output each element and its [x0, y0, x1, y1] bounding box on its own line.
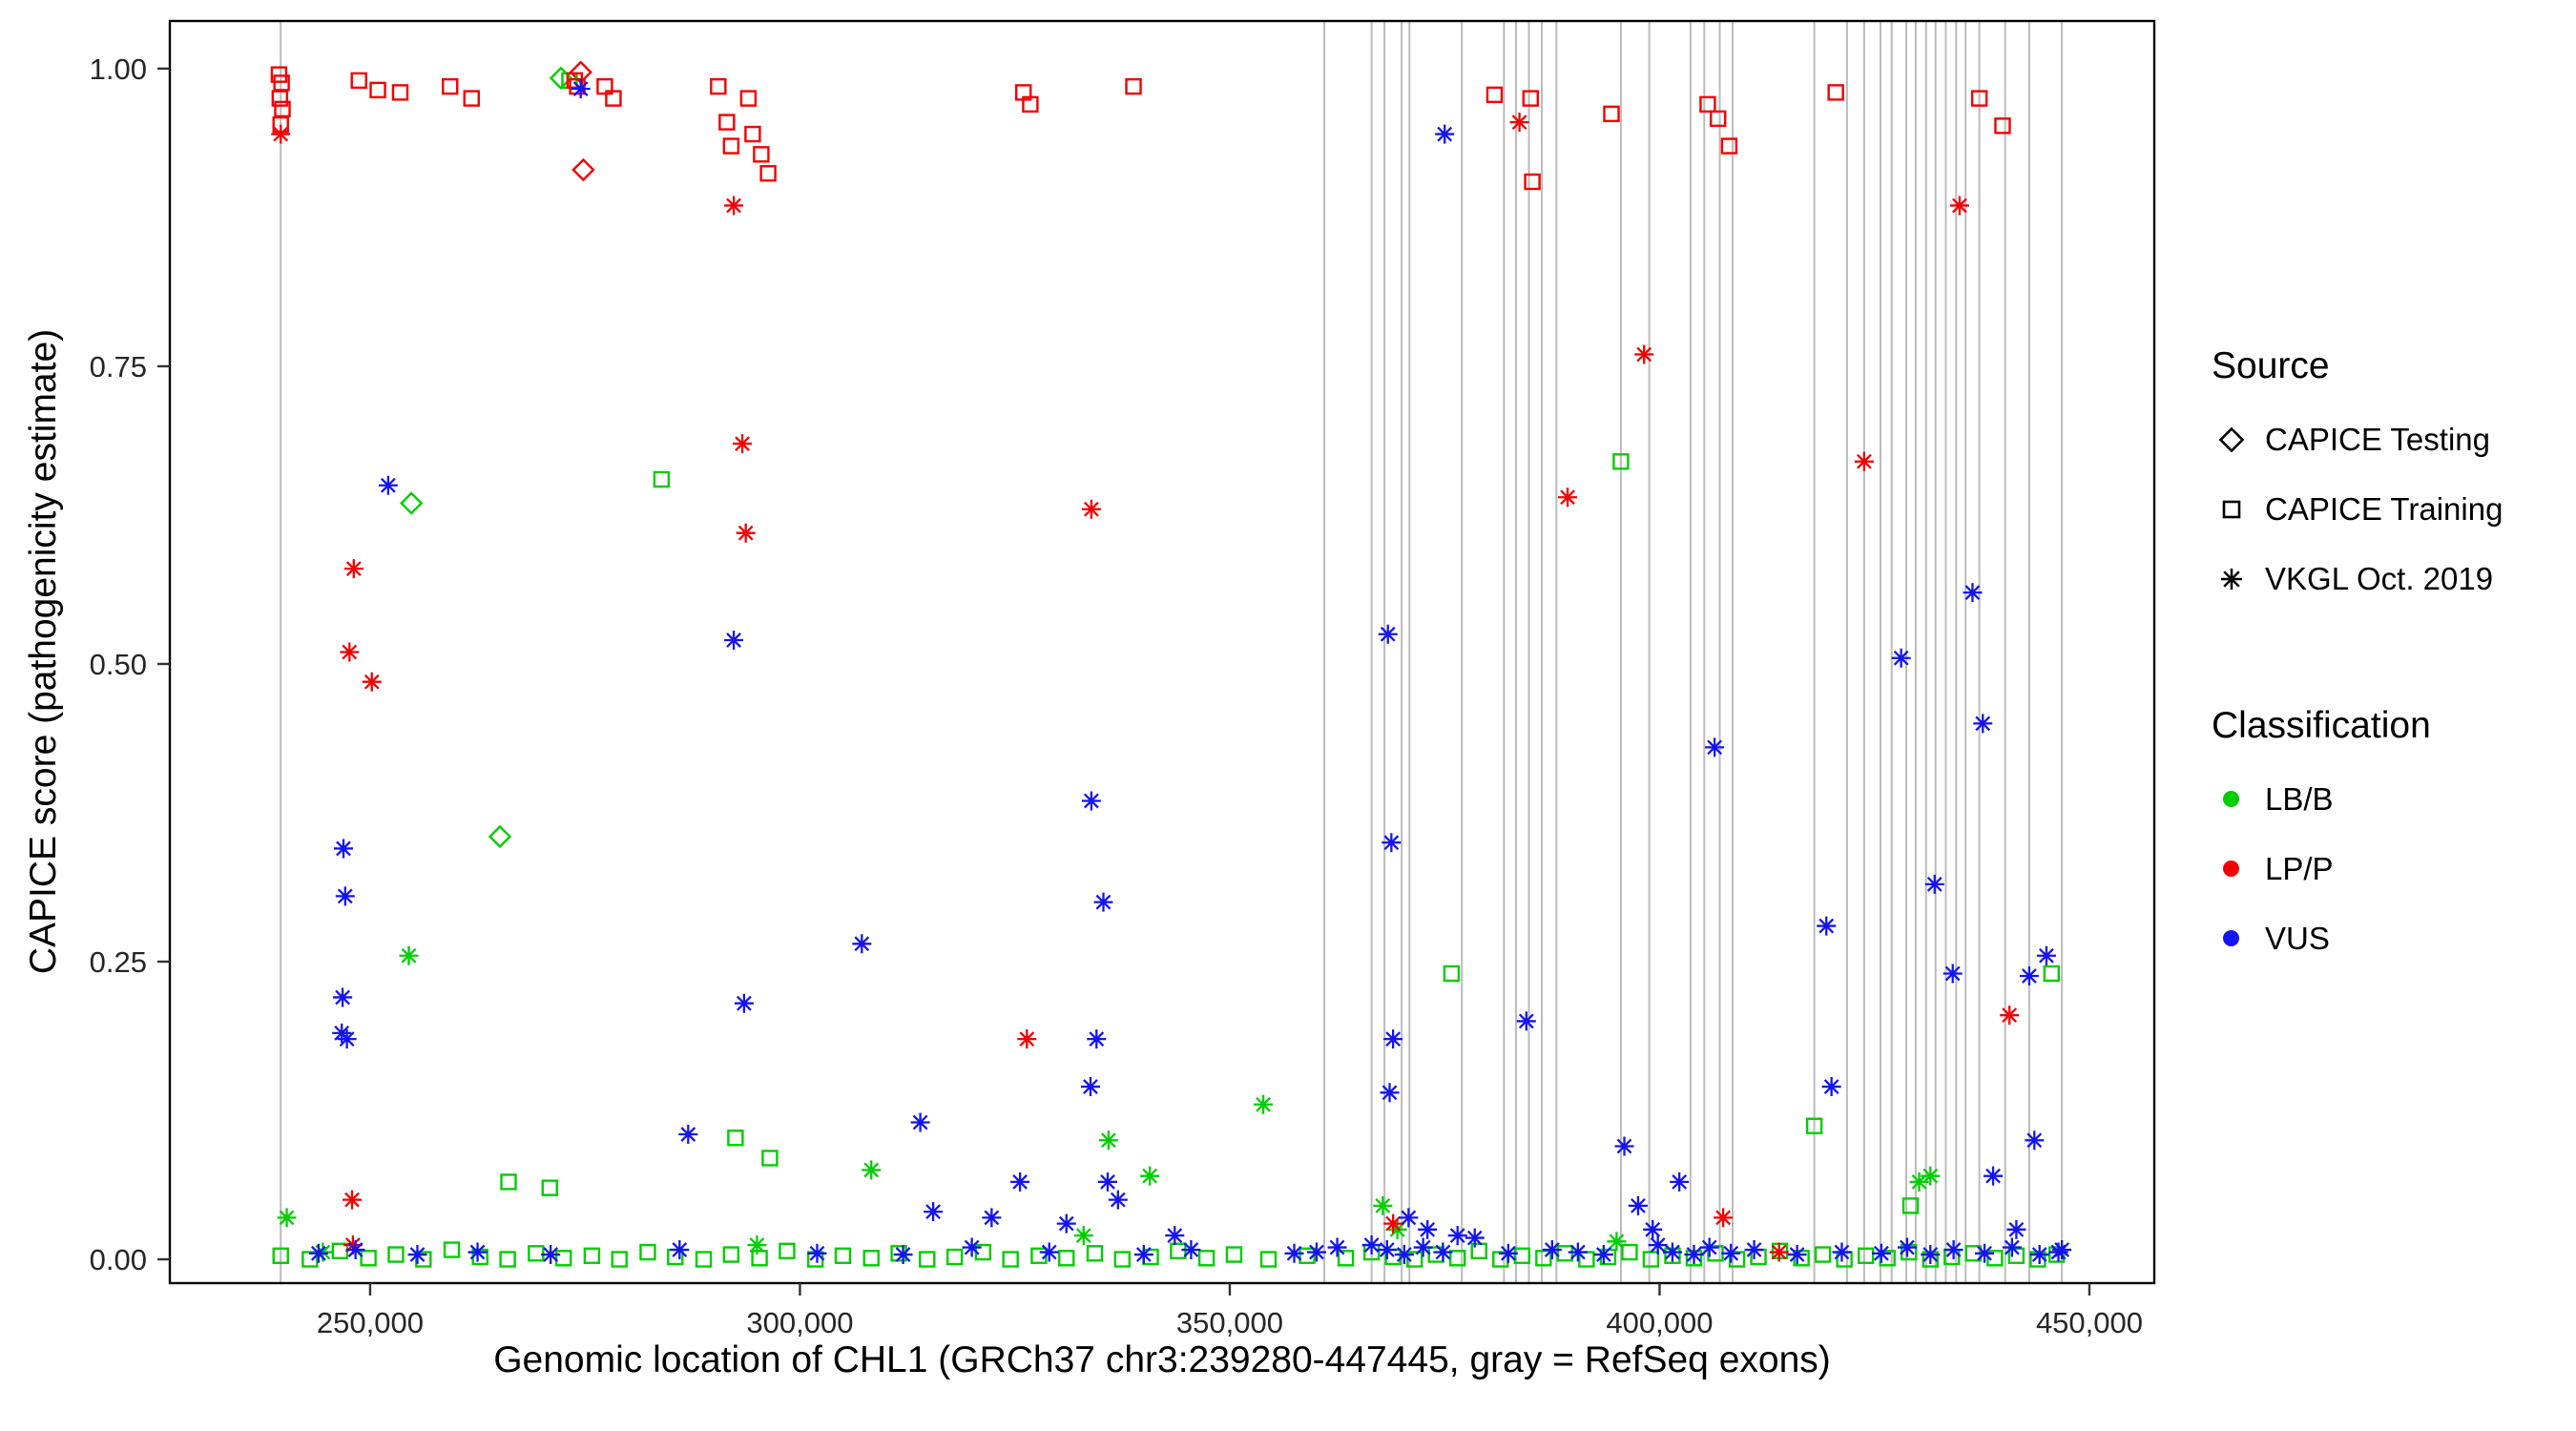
- series-vkgl-oct-2019-lb-b: [277, 945, 1941, 1262]
- svg-text:250,000: 250,000: [317, 1306, 424, 1339]
- series-capice-training-lp-p: [270, 66, 2011, 191]
- lbb-color-swatch: [2223, 791, 2239, 807]
- svg-text:350,000: 350,000: [1176, 1306, 1283, 1339]
- svg-text:0.25: 0.25: [90, 945, 147, 979]
- svg-text:1.00: 1.00: [90, 52, 147, 86]
- svg-text:300,000: 300,000: [746, 1306, 853, 1339]
- y-axis-title: CAPICE score (pathogenicity estimate): [23, 328, 64, 975]
- svg-text:0.00: 0.00: [90, 1243, 147, 1276]
- svg-text:0.75: 0.75: [90, 350, 147, 384]
- y-axis-ticks: 0.00 0.25 0.50 0.75 1.00: [90, 52, 170, 1276]
- legend-label-vus: VUS: [2265, 920, 2330, 956]
- refseq-exon-lines: [280, 21, 2064, 1283]
- legend-label-capice-training: CAPICE Training: [2265, 490, 2503, 527]
- svg-text:400,000: 400,000: [1606, 1306, 1713, 1339]
- lpp-color-swatch: [2223, 861, 2239, 877]
- svg-text:0.50: 0.50: [90, 648, 147, 681]
- svg-text:450,000: 450,000: [2036, 1306, 2143, 1339]
- panel-border: [168, 19, 2156, 1285]
- legend-item-vus: VUS: [2212, 903, 2503, 973]
- legend-label-capice-testing: CAPICE Testing: [2265, 421, 2490, 457]
- diamond-icon: [2218, 426, 2245, 452]
- legend-label-vkgl: VKGL Oct. 2019: [2265, 560, 2494, 596]
- square-icon: [2222, 500, 2241, 518]
- legend-item-capice-training: CAPICE Training: [2212, 474, 2503, 544]
- series-vkgl-oct-2019-lp-p: [271, 113, 2020, 1262]
- legend-group-source: Source CAPICE Testing CAPICE Training VK…: [2212, 345, 2503, 613]
- legend-group-classification: Classification LB/B LP/P VUS: [2212, 705, 2503, 973]
- legend-classification-title: Classification: [2212, 705, 2431, 746]
- x-axis-title: Genomic location of CHL1 (GRCh37 chr3:23…: [493, 1339, 1831, 1380]
- asterisk-icon: [2221, 568, 2242, 590]
- series-capice-training-lb-b: [272, 72, 2066, 1268]
- series-vkgl-oct-2019-vus: [308, 79, 2072, 1265]
- legend-panel: Source CAPICE Testing CAPICE Training VK…: [2212, 345, 2503, 1065]
- x-axis-ticks: 250,000 300,000 350,000 400,000 450,000: [317, 1283, 2143, 1339]
- legend-source-title: Source: [2212, 345, 2330, 386]
- legend-item-lbb: LB/B: [2212, 764, 2503, 834]
- legend-item-lpp: LP/P: [2212, 834, 2503, 903]
- legend-label-lpp: LP/P: [2265, 850, 2334, 886]
- legend-item-vkgl: VKGL Oct. 2019: [2212, 544, 2503, 613]
- legend-label-lbb: LB/B: [2265, 780, 2334, 817]
- vus-color-swatch: [2223, 930, 2239, 946]
- series-capice-testing-lb-b: [399, 66, 573, 849]
- legend-item-capice-testing: CAPICE Testing: [2212, 404, 2503, 474]
